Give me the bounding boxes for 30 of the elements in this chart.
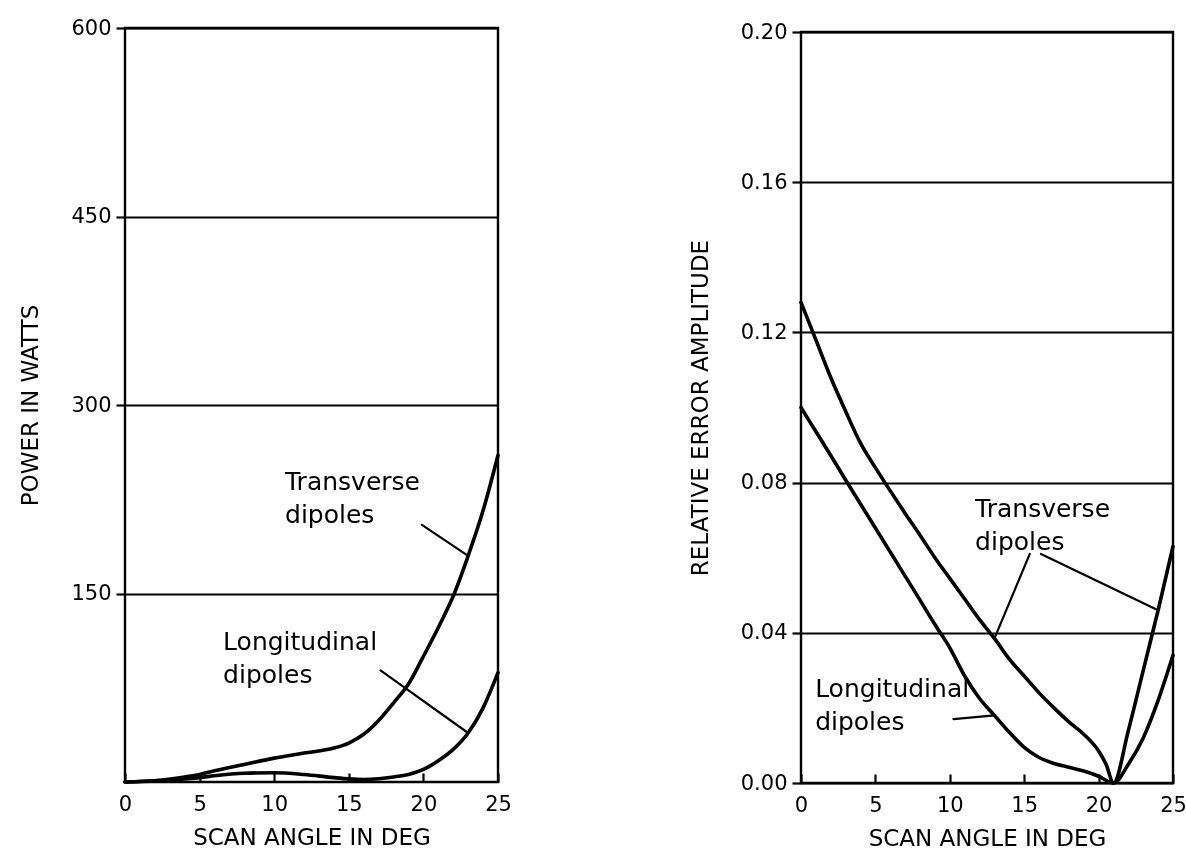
x-tick-label: 25: [1160, 792, 1186, 817]
x-tick-label: 20: [1085, 792, 1113, 817]
text: Longitudinal dipoles: [223, 626, 378, 689]
x-tick-label: 10: [936, 792, 964, 817]
x-tick-label: 20: [410, 791, 438, 816]
y-tick-label: 0.08: [740, 470, 788, 495]
x-tick-label: 5: [869, 792, 883, 817]
y-tick-label: 600: [71, 15, 112, 40]
text: Transverse dipoles: [284, 466, 420, 529]
y-tick-label: 300: [71, 392, 112, 417]
x-tick-label: 5: [193, 791, 207, 816]
y-tick-label: 0.00: [740, 770, 788, 795]
series-label: Longitudinal dipoles: [815, 674, 970, 737]
y-axis-title: POWER IN WATTS: [17, 304, 44, 507]
x-tick-label: 0: [794, 792, 809, 817]
x-tick-label: 15: [1011, 792, 1039, 817]
y-tick-label: 450: [71, 204, 112, 228]
y-tick-label: 0.12: [740, 319, 788, 344]
x-tick-label: 10: [261, 791, 289, 816]
y-tick-label: 0.20: [740, 19, 788, 44]
x-tick-label: 0: [118, 791, 133, 816]
y-tick-label: 150: [71, 581, 112, 605]
y-tick-label: 0.16: [740, 169, 788, 194]
y-axis-title: RELATIVE ERROR AMPLITUDE: [686, 239, 713, 577]
series-label: Transverse dipoles: [974, 493, 1111, 556]
x-tick-label: 15: [335, 791, 363, 816]
x-axis-title: SCAN ANGLE IN DEG: [868, 824, 1107, 851]
y-tick-label: 0.04: [740, 620, 788, 645]
x-axis-title: SCAN ANGLE IN DEG: [193, 823, 431, 850]
x-tick-label: 25: [485, 791, 512, 816]
